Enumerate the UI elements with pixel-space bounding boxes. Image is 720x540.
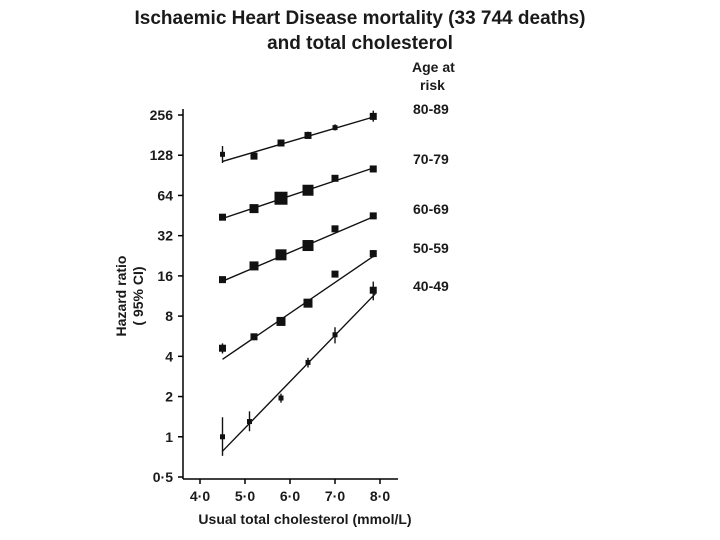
y-tick-label: 16 <box>157 268 173 284</box>
x-tick-label: 6·0 <box>280 488 300 504</box>
data-points <box>219 110 377 456</box>
data-point-square <box>369 212 377 220</box>
series-label: 60-69 <box>413 201 449 217</box>
data-point-square <box>219 276 226 284</box>
fit-lines <box>221 115 377 452</box>
x-tick-label: 5·0 <box>235 488 255 504</box>
fit-line <box>221 293 377 452</box>
data-point-square <box>275 249 287 261</box>
series-label: 50-59 <box>413 240 449 256</box>
data-point-square <box>369 286 377 294</box>
data-point-square <box>331 225 339 233</box>
data-point-square <box>332 125 338 131</box>
data-point-square <box>369 250 377 258</box>
data-point-square <box>278 395 284 401</box>
series-label: 80-89 <box>413 101 449 117</box>
data-point-square <box>250 152 258 160</box>
data-point-square <box>331 270 339 278</box>
legend-title-line-1: Age at <box>412 59 455 75</box>
chart-title-line-2: and total cholesterol <box>267 33 453 54</box>
chart-axes: 0·5 1 2 4 8 16 32 64 128 256 4·0 5·0 6·0 7·0 8·0 <box>150 107 398 504</box>
data-point-square <box>369 112 377 120</box>
data-point-square <box>369 165 377 173</box>
series-labels: 80-89 70-79 60-69 50-59 40-49 <box>413 101 449 294</box>
data-point-square <box>302 184 314 196</box>
data-point-square <box>219 213 226 221</box>
fit-line <box>222 115 376 163</box>
data-point-square <box>247 419 252 425</box>
y-tick-label: 4 <box>165 348 173 364</box>
data-point-square <box>303 298 313 308</box>
legend-title-line-2: risk <box>420 77 445 93</box>
y-tick-label: 2 <box>165 389 173 405</box>
data-point-square <box>219 344 226 352</box>
data-point-square <box>304 131 312 139</box>
y-axis-label-line-2: ( 95% CI) <box>130 266 146 325</box>
data-point-square <box>302 240 314 252</box>
series-label: 70-79 <box>413 151 449 167</box>
data-point-square <box>250 333 258 341</box>
data-point-square <box>276 316 286 326</box>
x-axis-label: Usual total cholesterol (mmol/L) <box>198 511 411 527</box>
data-point-square <box>220 434 225 440</box>
y-axis-label-line-1: Hazard ratio <box>113 256 129 337</box>
data-point-square <box>332 332 338 338</box>
fit-line <box>222 166 376 220</box>
data-point-square <box>331 174 339 182</box>
y-tick-label: 32 <box>157 228 173 244</box>
chart-title: Ischaemic Heart Disease mortality (33 74… <box>0 6 720 56</box>
chart-title-line-1: Ischaemic Heart Disease mortality (33 74… <box>134 8 586 29</box>
y-tick-label: 1 <box>165 429 173 445</box>
fit-line <box>222 215 376 282</box>
x-tick-label: 4·0 <box>190 488 210 504</box>
data-point-square <box>249 204 259 214</box>
data-point-square <box>277 139 285 147</box>
data-point-square <box>249 261 259 271</box>
data-point-square <box>220 151 225 157</box>
series-label: 40-49 <box>413 278 449 294</box>
y-tick-label: 0·5 <box>153 469 173 485</box>
x-tick-label: 7·0 <box>325 488 345 504</box>
y-tick-label: 128 <box>150 147 174 163</box>
y-tick-label: 8 <box>165 308 173 324</box>
y-tick-label: 64 <box>157 187 173 203</box>
x-tick-label: 8·0 <box>370 488 390 504</box>
y-tick-label: 256 <box>150 107 174 123</box>
fit-line <box>222 254 376 360</box>
data-point-square <box>274 191 288 205</box>
data-point-square <box>305 359 311 365</box>
